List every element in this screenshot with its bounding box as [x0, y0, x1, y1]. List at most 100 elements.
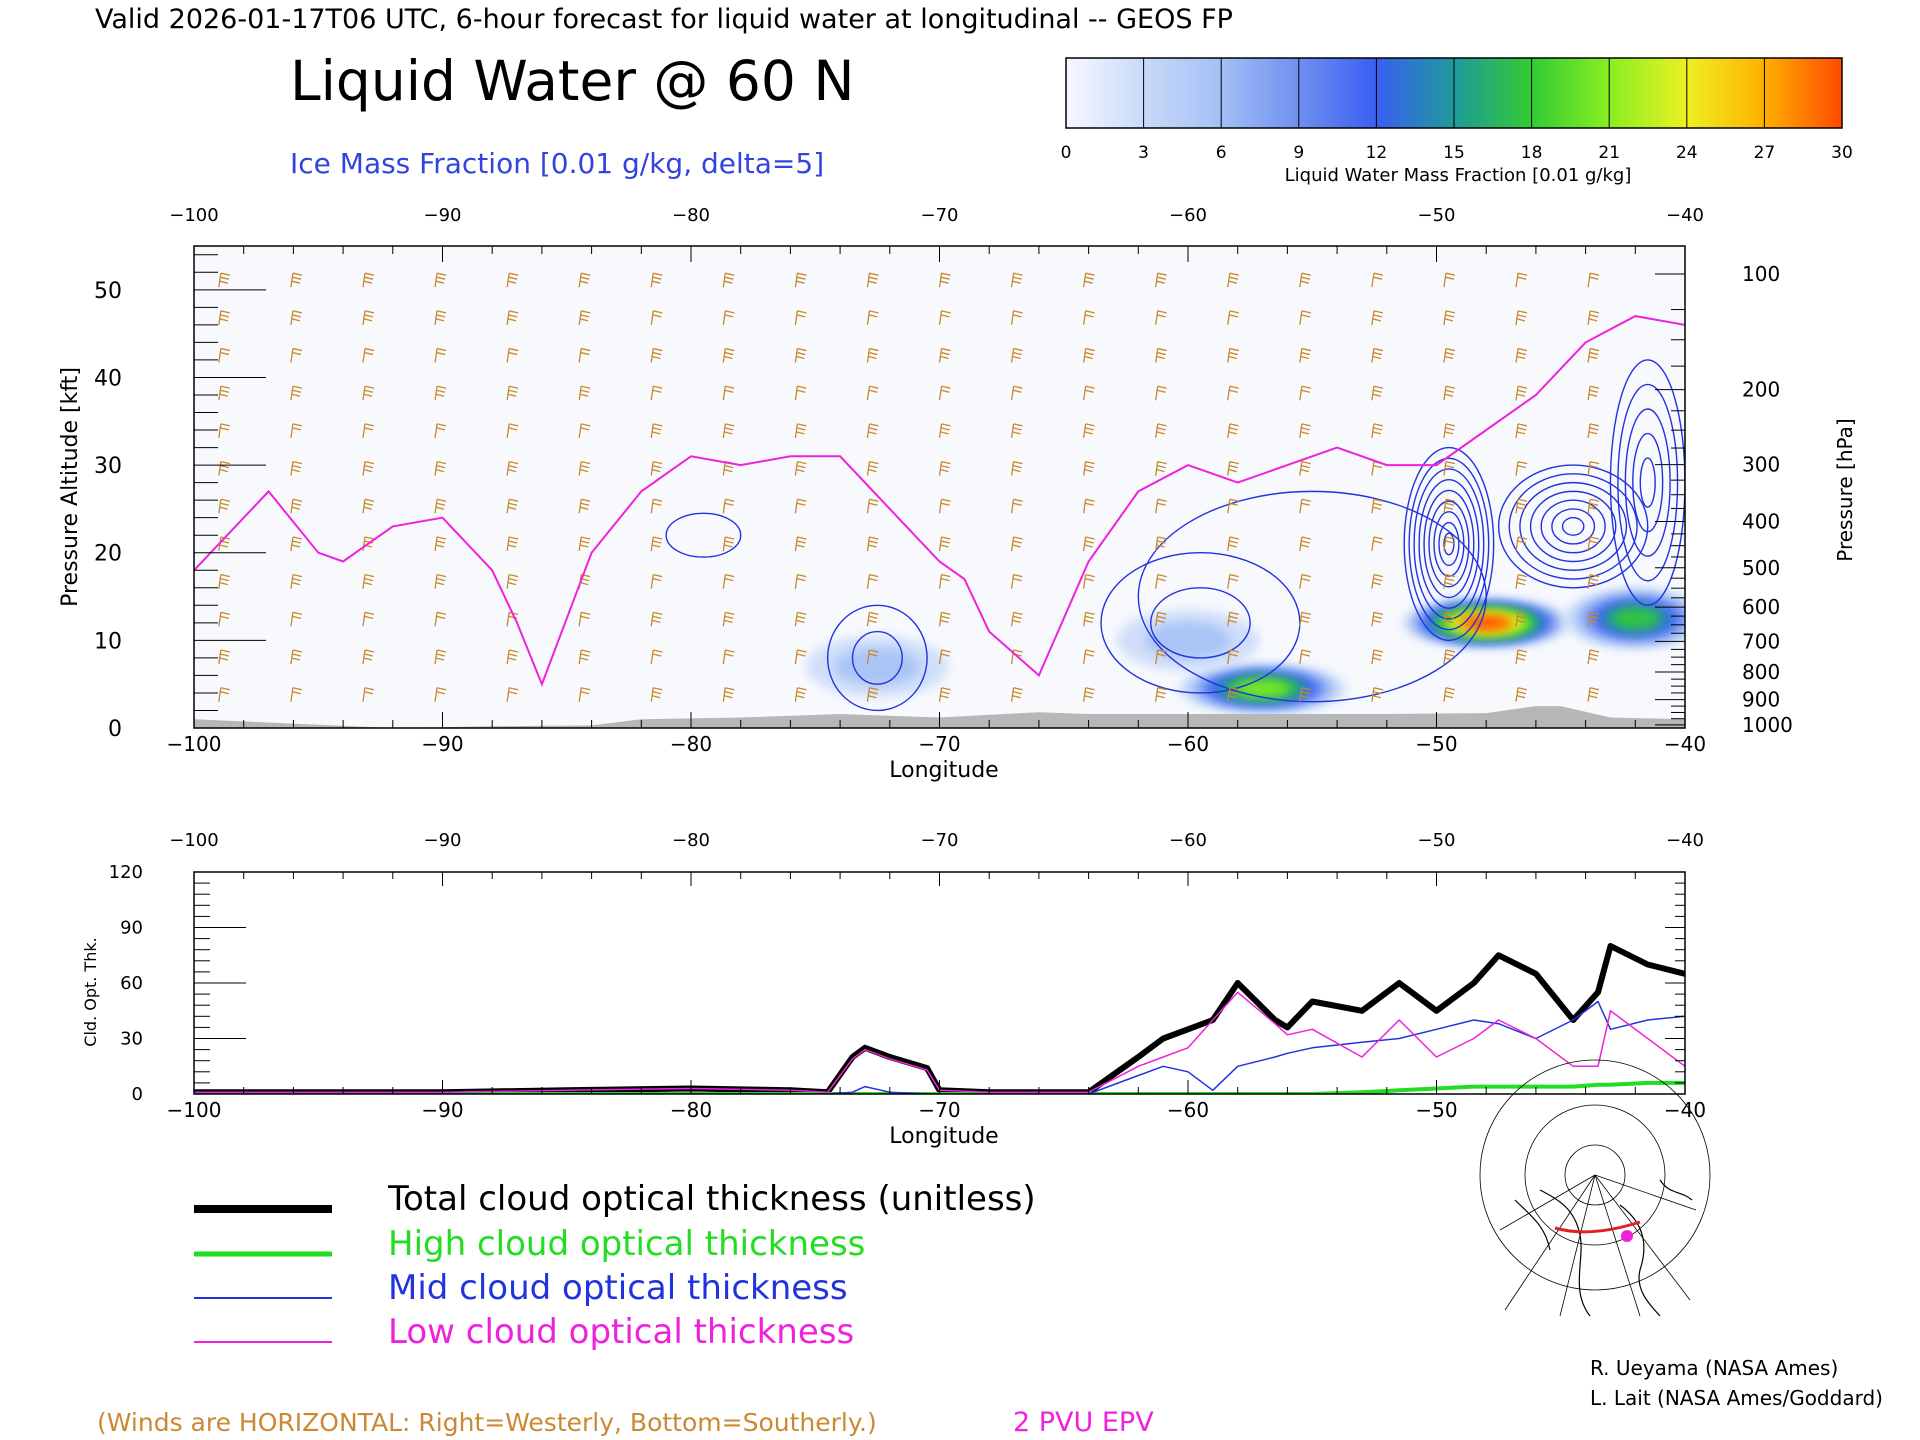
- wind-barb: [722, 536, 735, 552]
- wind-barb: [1082, 423, 1095, 439]
- wind-barb: [1371, 574, 1384, 589]
- wind-barb: [434, 498, 447, 514]
- wind-barb: [434, 460, 447, 476]
- bottom-x-tick-label: −100: [167, 1098, 222, 1122]
- wind-barb: [1155, 460, 1167, 476]
- wind-barb: [218, 649, 230, 665]
- wind-barb: [866, 385, 879, 401]
- bottom-axes: −100 −100 −90 −90 −80 −80 −70 −70 −60 −60 −50 −50 −4…: [109, 830, 1706, 1122]
- bottom-x-tick-label-upper: −40: [1666, 830, 1704, 851]
- ice-contour: [1413, 468, 1485, 620]
- wind-barb: [218, 611, 230, 627]
- wind-barb: [1371, 423, 1384, 439]
- bottom-x-tick-label-upper: −70: [921, 830, 959, 851]
- colorbar-tick-label: 24: [1676, 143, 1698, 163]
- wind-barb: [362, 687, 375, 702]
- wind-barb: [290, 423, 303, 439]
- ice-contour: [1137, 490, 1487, 703]
- wind-barb: [1155, 574, 1167, 589]
- top-x-tick-label-upper: −70: [921, 205, 959, 226]
- top-y-right-tick-label: 800: [1742, 660, 1780, 684]
- top-y-left-tick-label: 50: [94, 279, 122, 304]
- ice-contour: [1632, 432, 1664, 533]
- liquid-water-level: [1611, 608, 1659, 629]
- wind-barb: [722, 611, 735, 627]
- wind-barb: [1227, 310, 1239, 325]
- wind-barb: [578, 460, 591, 476]
- wind-barb: [218, 385, 230, 401]
- wind-barb: [1010, 498, 1023, 514]
- bottom-x-tick-label: −40: [1664, 1098, 1706, 1122]
- wind-barb: [1515, 272, 1528, 288]
- wind-barb: [1082, 347, 1095, 363]
- wind-barb: [722, 385, 735, 401]
- wind-barb: [794, 498, 807, 514]
- wind-barb: [506, 574, 519, 589]
- wind-barb: [866, 574, 879, 589]
- wind-barb: [1371, 310, 1384, 325]
- wind-barb: [1082, 536, 1095, 552]
- bottom-x-tick-label: −80: [670, 1098, 712, 1122]
- locator-map: [1479, 1059, 1711, 1317]
- wind-barb: [434, 687, 447, 702]
- top-y-left-label: Pressure Altitude [kft]: [58, 367, 83, 607]
- top-x-tick-label: −50: [1415, 732, 1457, 756]
- wind-barb: [866, 687, 879, 702]
- wind-barb: [794, 536, 807, 552]
- wind-barb: [578, 536, 591, 552]
- wind-barb: [362, 310, 375, 325]
- bottom-y-tick-label: 90: [120, 918, 143, 939]
- ice-contour: [665, 512, 742, 558]
- wind-barb: [434, 574, 447, 589]
- wind-barb: [434, 536, 447, 552]
- wind-barb: [1515, 460, 1528, 476]
- wind-barb: [1010, 272, 1023, 288]
- wind-barb: [290, 310, 303, 325]
- wind-barb: [650, 347, 663, 363]
- wind-barb: [1155, 687, 1167, 702]
- legend-total-text: Total cloud optical thickness (unitless): [387, 1179, 1036, 1219]
- top-x-tick-label: −80: [670, 732, 712, 756]
- epv-2pvu-line: [194, 315, 1685, 687]
- credit-2: L. Lait (NASA Ames/Goddard): [1590, 1386, 1883, 1410]
- wind-barb: [1443, 385, 1456, 401]
- wind-barb: [1155, 649, 1167, 665]
- wind-barb: [1010, 574, 1023, 589]
- wind-barb: [650, 385, 663, 401]
- wind-barb: [866, 536, 879, 552]
- wind-barb: [1371, 498, 1384, 514]
- ice-contour: [1408, 457, 1490, 631]
- wind-barb: [1082, 385, 1095, 401]
- wind-barb: [722, 574, 735, 589]
- wind-barb: [290, 536, 303, 552]
- wind-barb: [1010, 611, 1023, 627]
- legend-high-text: High cloud optical thickness: [388, 1224, 865, 1264]
- wind-barb: [1227, 385, 1239, 401]
- wind-barb: [506, 498, 519, 514]
- wind-barb: [1515, 649, 1528, 665]
- wind-barb: [866, 347, 879, 363]
- wind-barb: [650, 460, 663, 476]
- wind-barb: [1587, 310, 1600, 325]
- liquid-water-field: [806, 587, 1685, 714]
- bottom-x-tick-label: −90: [421, 1098, 463, 1122]
- liquid-water-level: [1462, 615, 1510, 630]
- top-x-tick-label: −40: [1664, 732, 1706, 756]
- wind-barb: [938, 687, 951, 702]
- bottom-x-tick-label-upper: −80: [672, 830, 710, 851]
- wind-barb: [218, 347, 230, 363]
- wind-barb: [794, 423, 807, 439]
- wind-barb: [866, 423, 879, 439]
- wind-barb: [1587, 423, 1600, 439]
- top-y-right-tick-label: 1000: [1742, 713, 1793, 737]
- terrain: [194, 706, 1685, 728]
- wind-barb: [1227, 423, 1239, 439]
- wind-barb: [1010, 423, 1023, 439]
- wind-barb: [1082, 460, 1095, 476]
- wind-barb: [1227, 687, 1239, 702]
- wind-barb: [938, 498, 951, 514]
- wind-barb: [866, 649, 879, 665]
- colorbar-tick-label: 18: [1521, 143, 1543, 163]
- top-axes: −100 −100 −90 −90 −80 −80 −70 −70 −60 −60 −50 −50 −4…: [94, 205, 1793, 756]
